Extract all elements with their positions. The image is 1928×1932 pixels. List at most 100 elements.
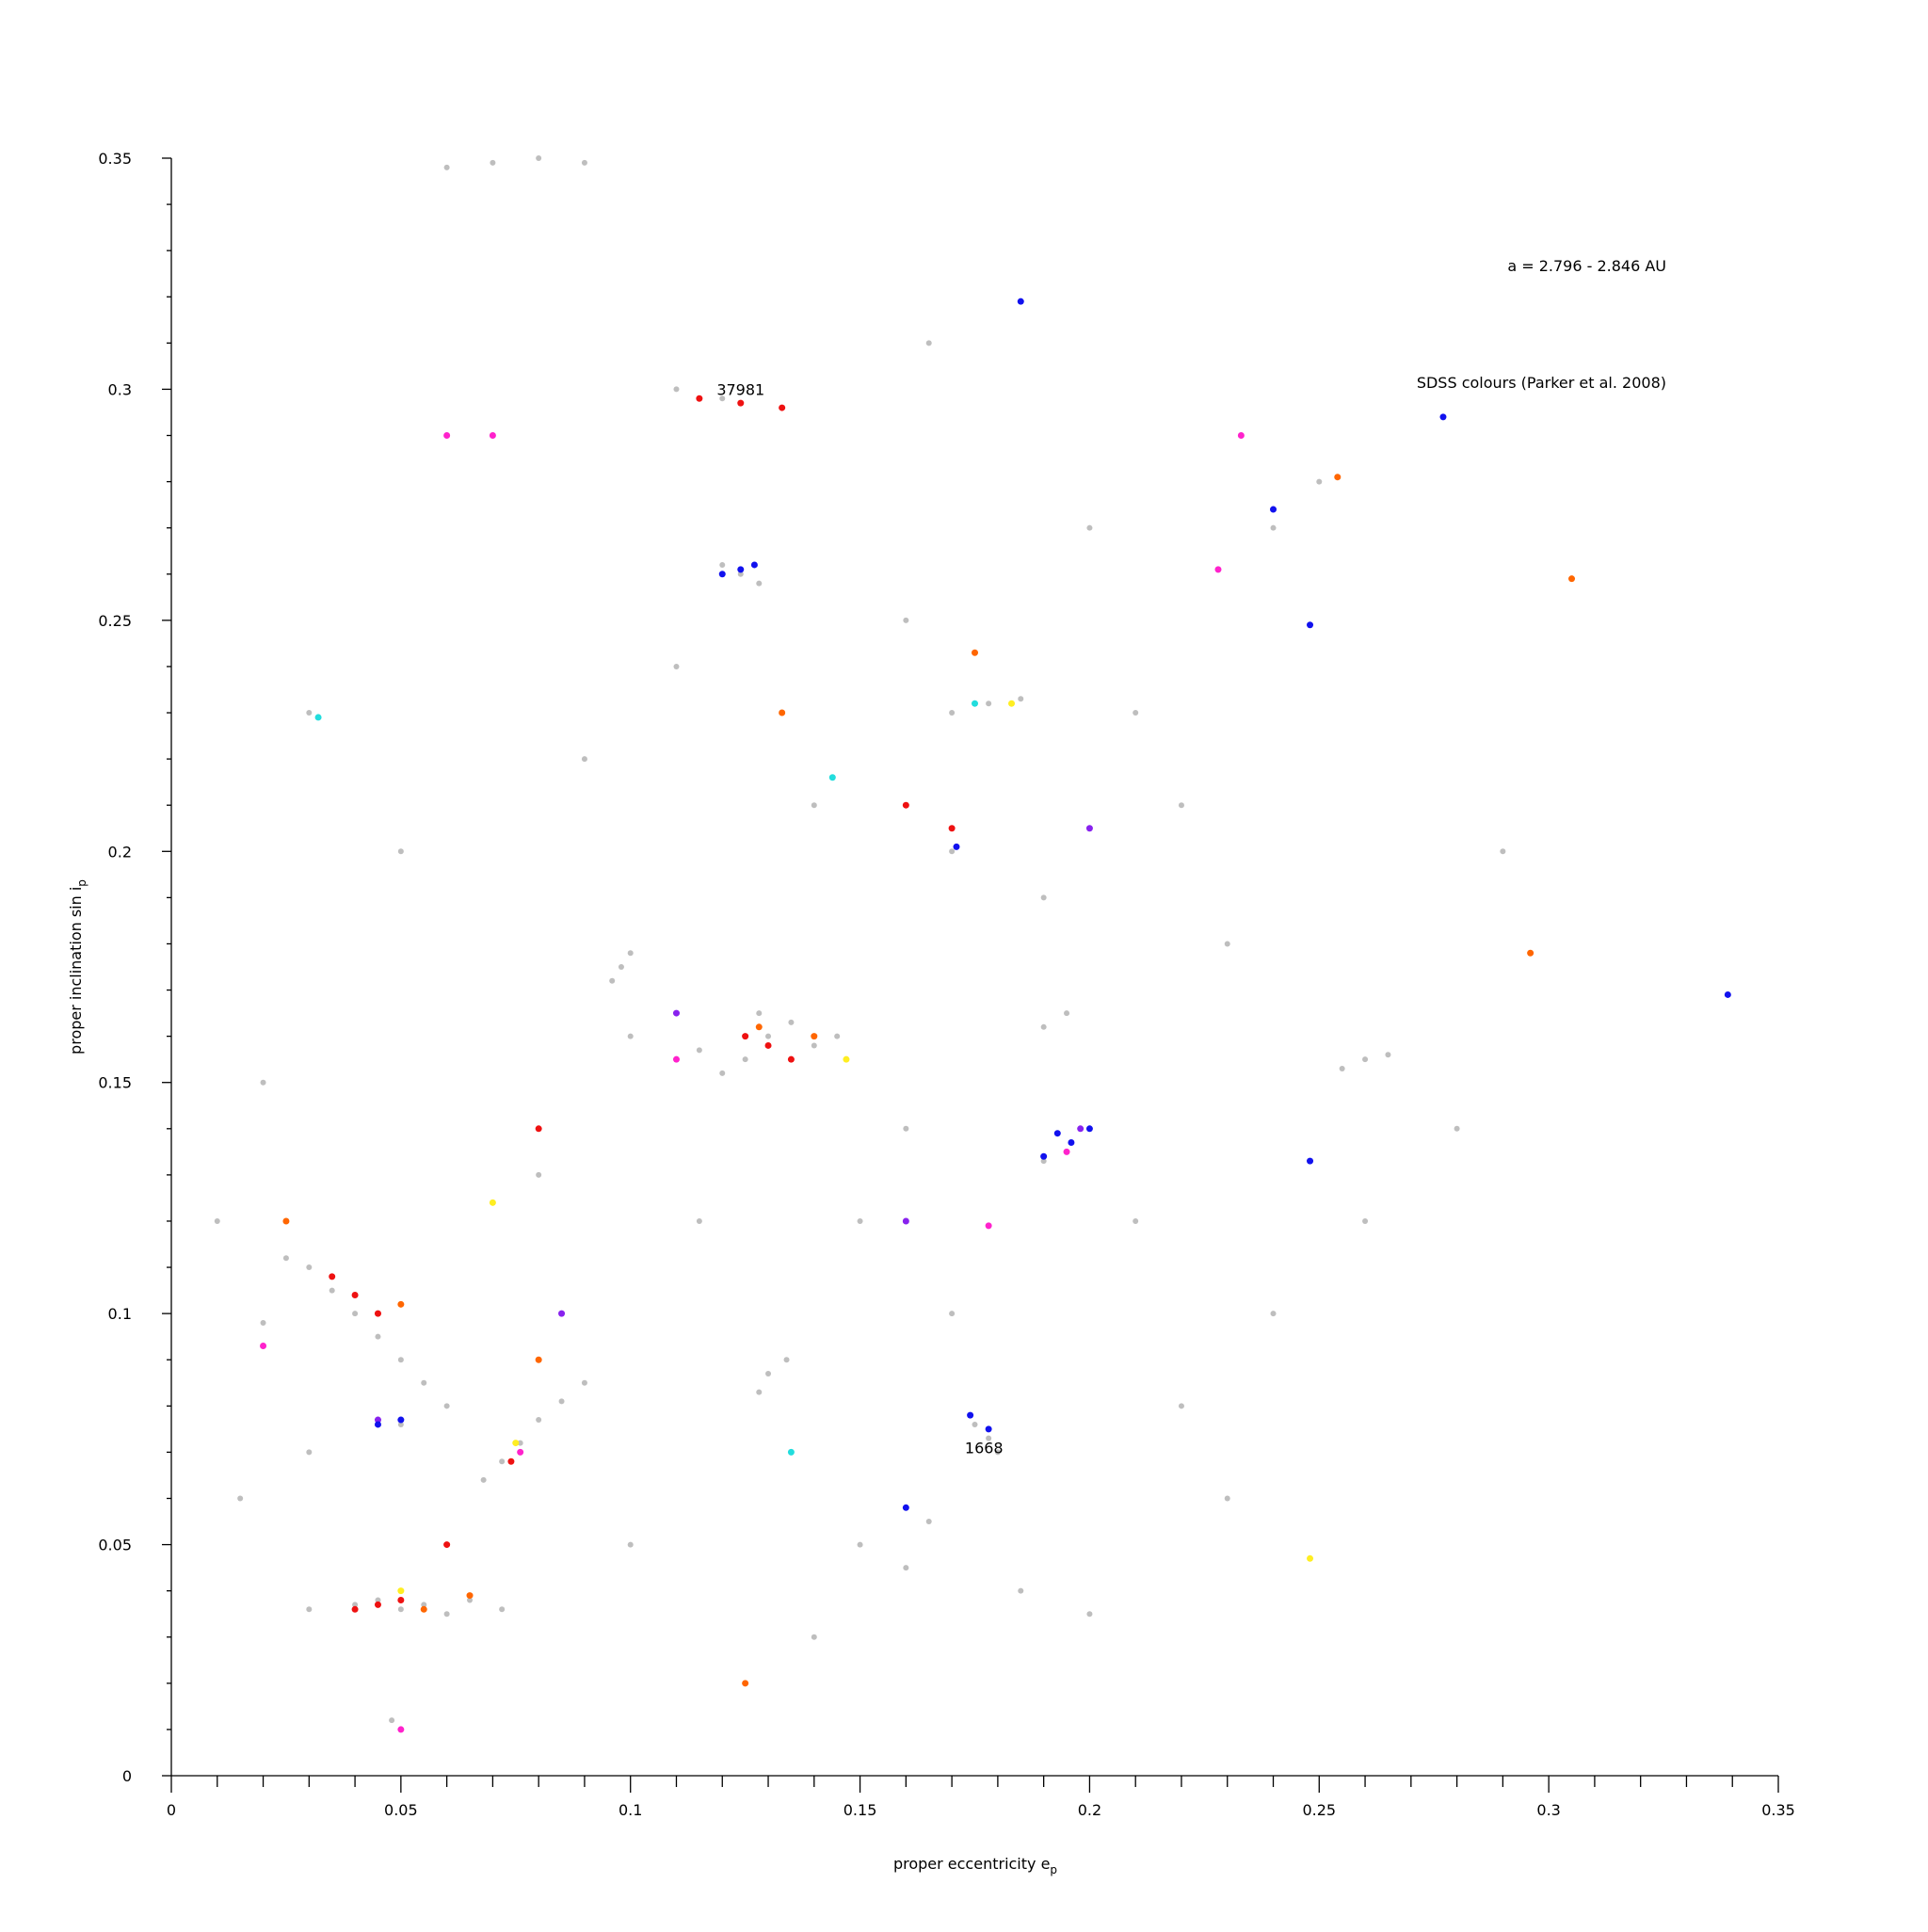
x-axis-label-text: proper eccentricity e [893,1855,1050,1873]
point [443,1541,451,1549]
point [1439,413,1447,421]
point [1178,1403,1184,1409]
point [490,159,496,166]
point [1270,1311,1277,1317]
point [742,1033,749,1040]
point [1068,1139,1075,1147]
point [1040,1152,1048,1160]
point [581,159,587,166]
point [1237,432,1245,440]
point [1086,1611,1093,1618]
point [535,1125,542,1133]
point [1270,506,1277,513]
point [764,1041,772,1049]
point [480,1476,487,1483]
point [558,1310,566,1317]
point [1040,1158,1047,1165]
point [972,649,978,656]
point [314,714,322,721]
point [1362,1056,1369,1063]
y-axis-label-sub: p [75,879,88,887]
point [1063,1148,1070,1155]
point [1086,524,1093,531]
point [535,1356,542,1363]
point [1316,478,1323,485]
y-tick-label: 0.25 [98,612,132,630]
point [902,1504,909,1511]
point [489,1199,496,1206]
point [1568,575,1576,583]
point [1224,941,1230,947]
point [581,756,587,763]
point [673,386,680,393]
point [389,1717,395,1724]
point [1077,1125,1084,1133]
point [737,566,745,573]
point [374,1310,381,1317]
x-tick-label: 0.1 [619,1801,642,1819]
point [237,1495,244,1502]
point [1724,990,1731,998]
point [857,1217,863,1224]
point [517,1448,524,1456]
point [972,700,978,707]
point [581,1379,587,1386]
point [719,561,726,568]
point [260,1079,266,1086]
point [1270,524,1277,531]
info-source: SDSS colours (Parker et al. 2008) [1417,374,1666,392]
point [351,1605,359,1613]
point [949,710,956,716]
x-tick-label: 0.25 [1302,1801,1336,1819]
point [779,404,786,411]
point [627,1541,634,1548]
point [375,1333,381,1340]
point [351,1292,359,1299]
point [1500,848,1506,855]
point [421,1379,427,1386]
x-axis-label: proper eccentricity ep [893,1855,1057,1876]
point [696,1217,702,1224]
x-tick-label: 0.35 [1761,1801,1795,1819]
point [834,1033,841,1039]
point [811,802,817,809]
y-tick-label: 0.35 [98,150,132,168]
point [466,1592,474,1600]
point [903,1125,909,1132]
point [742,1680,749,1687]
point [374,1421,381,1428]
y-tick-label: 0.15 [98,1074,132,1092]
point [306,710,313,716]
point [750,561,758,569]
point [260,1319,266,1326]
point [397,1726,405,1733]
point [948,825,956,832]
point [949,848,956,855]
point [756,1389,763,1395]
point [489,432,496,440]
point [994,1449,1001,1456]
point [517,1440,523,1446]
point [397,1416,405,1424]
point [1017,298,1024,305]
point [536,155,542,161]
point [1040,1023,1047,1030]
point [374,1416,381,1424]
point [558,1398,565,1405]
point [214,1217,220,1224]
point [1527,949,1534,957]
point [329,1287,335,1294]
point [443,1611,450,1618]
point [397,1357,404,1363]
x-tick-label: 0 [167,1801,176,1819]
point [903,1565,909,1571]
point [443,432,451,440]
point [985,1425,992,1433]
point [282,1255,289,1262]
point [742,1056,748,1063]
point [985,1222,992,1230]
point [1339,1065,1345,1071]
point [972,1421,978,1427]
x-tick-label: 0.15 [844,1801,877,1819]
